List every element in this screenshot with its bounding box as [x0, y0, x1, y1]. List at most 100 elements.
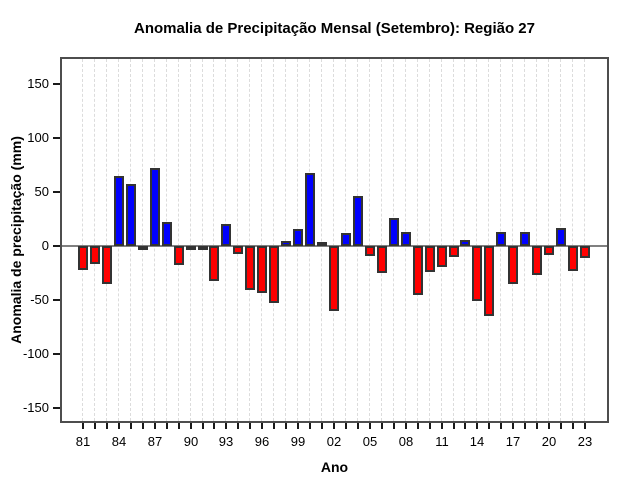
- x-axis-tick: [106, 423, 108, 429]
- x-axis-tick-label: 81: [75, 434, 91, 449]
- x-axis-tick: [512, 423, 514, 429]
- x-axis-tick: [381, 423, 383, 429]
- x-axis-tick: [237, 423, 239, 429]
- x-axis-tick: [357, 423, 359, 429]
- x-axis-tick-label: 23: [577, 434, 593, 449]
- bar-2001: [317, 242, 327, 246]
- bar-1985: [126, 184, 136, 246]
- x-axis-tick: [202, 423, 204, 429]
- year-gridline: [93, 59, 95, 421]
- bar-1999: [293, 229, 303, 246]
- x-axis-tick-label: 87: [147, 434, 163, 449]
- bar-2003: [341, 233, 351, 246]
- x-axis-tick-label: 96: [254, 434, 270, 449]
- year-gridline: [512, 59, 514, 421]
- bar-2007: [389, 218, 399, 246]
- x-axis-tick-label: 90: [183, 434, 199, 449]
- bar-2000: [305, 173, 315, 246]
- x-axis-tick: [476, 423, 478, 429]
- year-gridline: [332, 59, 334, 421]
- y-axis-tick-label: 0: [41, 238, 49, 253]
- x-axis-tick: [464, 423, 466, 429]
- x-axis-tick: [536, 423, 538, 429]
- year-gridline: [285, 59, 287, 421]
- x-axis-tick: [548, 423, 550, 429]
- year-gridline: [476, 59, 478, 421]
- year-gridline: [105, 59, 107, 421]
- bar-2013: [460, 240, 470, 246]
- year-gridline: [368, 59, 370, 421]
- x-axis-tick: [94, 423, 96, 429]
- x-axis-tick: [560, 423, 562, 429]
- x-axis-tick: [261, 423, 263, 429]
- plot-inner: [62, 59, 607, 421]
- year-gridline: [488, 59, 490, 421]
- bar-1997: [269, 246, 279, 303]
- plot-area: [60, 57, 609, 423]
- x-axis-tick: [500, 423, 502, 429]
- bar-2021: [556, 228, 566, 246]
- x-axis-tick-label: 02: [326, 434, 342, 449]
- x-axis-tick: [584, 423, 586, 429]
- bar-2010: [425, 246, 435, 272]
- bar-2017: [508, 246, 518, 284]
- x-axis-tick: [572, 423, 574, 429]
- bar-2005: [365, 246, 375, 256]
- bar-1996: [257, 246, 267, 293]
- x-axis-tick: [524, 423, 526, 429]
- bar-2016: [496, 232, 506, 246]
- x-axis-tick-label: 11: [435, 434, 449, 449]
- x-axis-tick: [321, 423, 323, 429]
- bar-2020: [544, 246, 554, 255]
- y-axis-tick-label: 50: [34, 184, 49, 199]
- bar-1993: [221, 224, 231, 246]
- y-axis-tick: [53, 299, 60, 301]
- x-axis-tick: [345, 423, 347, 429]
- x-axis-tick-label: 84: [111, 434, 127, 449]
- x-axis-tick-label: 99: [290, 434, 306, 449]
- y-axis-tick: [53, 245, 60, 247]
- bar-1995: [245, 246, 255, 290]
- x-axis-tick: [213, 423, 215, 429]
- x-axis-tick: [369, 423, 371, 429]
- y-axis-tick: [53, 83, 60, 85]
- bar-1998: [281, 241, 291, 246]
- bar-2006: [377, 246, 387, 273]
- y-axis-tick-label: -100: [22, 346, 49, 361]
- year-gridline: [82, 59, 83, 421]
- bar-1988: [162, 222, 172, 246]
- bar-1986: [138, 246, 148, 250]
- year-gridline: [213, 59, 215, 421]
- x-axis-tick: [178, 423, 180, 429]
- bar-1982: [90, 246, 100, 264]
- y-axis-tick: [53, 407, 60, 409]
- chart-title: Anomalia de Precipitação Mensal (Setembr…: [134, 20, 535, 37]
- bar-2009: [413, 246, 423, 295]
- x-axis-tick: [417, 423, 419, 429]
- bar-2015: [484, 246, 494, 316]
- bar-2018: [520, 232, 530, 246]
- x-axis-title: Ano: [320, 459, 349, 475]
- x-axis-tick: [393, 423, 395, 429]
- year-gridline: [416, 59, 418, 421]
- y-axis-tick-label: -50: [30, 292, 49, 307]
- bar-2008: [401, 232, 411, 246]
- bar-1984: [114, 176, 124, 246]
- year-gridline: [380, 59, 382, 421]
- x-axis-tick: [273, 423, 275, 429]
- bar-1990: [186, 246, 196, 250]
- x-axis-tick: [249, 423, 251, 429]
- y-axis-tick: [53, 137, 60, 139]
- x-axis-tick-label: 14: [469, 434, 485, 449]
- year-gridline: [428, 59, 430, 421]
- year-gridline: [583, 59, 585, 421]
- y-axis-tick-label: 150: [27, 76, 49, 91]
- x-axis-tick-label: 17: [505, 434, 521, 449]
- y-axis-tick: [53, 191, 60, 193]
- year-gridline: [237, 59, 239, 421]
- x-axis-tick: [225, 423, 227, 429]
- bar-1992: [209, 246, 219, 281]
- year-gridline: [548, 59, 550, 421]
- bar-2023: [580, 246, 590, 258]
